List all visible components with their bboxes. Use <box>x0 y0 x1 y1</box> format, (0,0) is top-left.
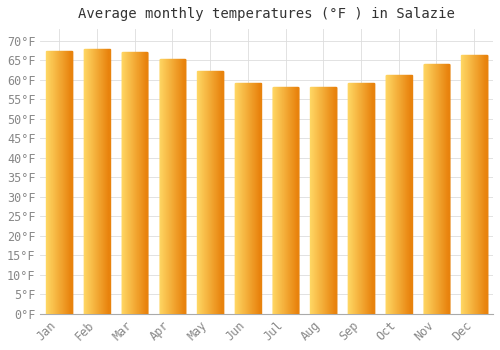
Title: Average monthly temperatures (°F ) in Salazie: Average monthly temperatures (°F ) in Sa… <box>78 7 455 21</box>
